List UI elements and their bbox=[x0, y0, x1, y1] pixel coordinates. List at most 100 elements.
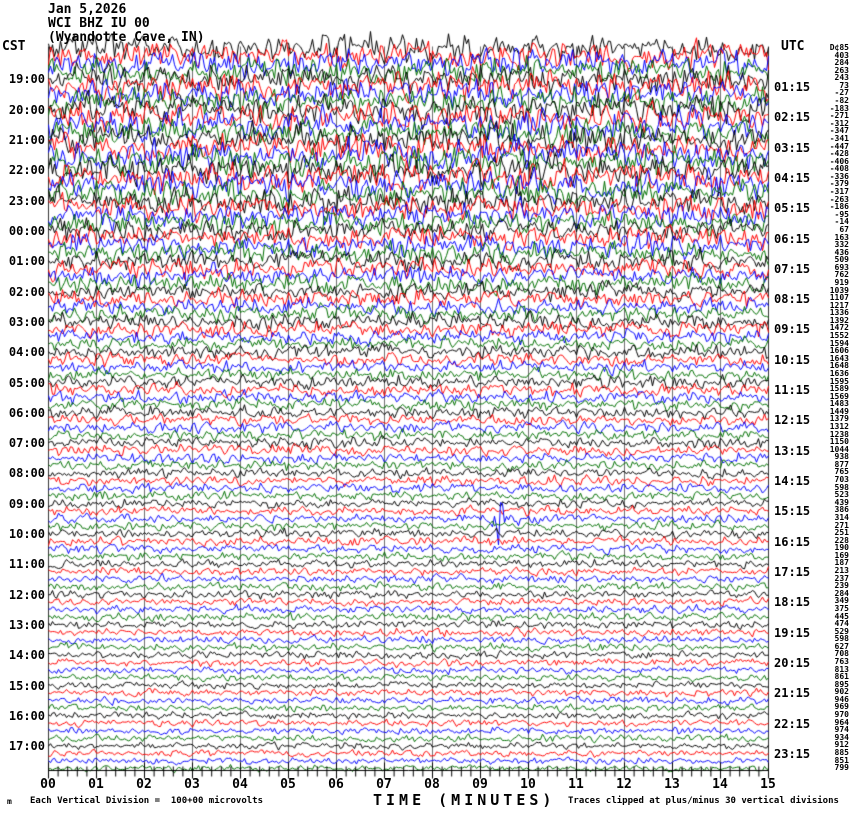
dc-offset-value: -95 bbox=[834, 209, 849, 219]
time-axis-label: TIME (MINUTES) bbox=[373, 791, 556, 809]
dc-offset-value: -27 bbox=[834, 88, 849, 98]
dc-offset-value: 314 bbox=[834, 512, 849, 522]
dc-offset-value: 799 bbox=[834, 763, 849, 773]
dc-offset-value: -312 bbox=[829, 118, 849, 128]
dc-offset-value: 1594 bbox=[829, 338, 849, 348]
dc-offset-value: 934 bbox=[834, 732, 849, 742]
dc-offset-value: 436 bbox=[834, 247, 849, 257]
dc-offset-value: -336 bbox=[829, 171, 849, 181]
x-tick-label: 08 bbox=[424, 777, 440, 792]
utc-time-label: 01:15 bbox=[774, 79, 811, 94]
dc-offset-value: 1217 bbox=[829, 300, 849, 310]
x-tick-label: 05 bbox=[280, 777, 296, 792]
left-time-label: 03:00 bbox=[8, 314, 45, 329]
left-time-label: 23:00 bbox=[8, 193, 45, 208]
dc-offset-value: -317 bbox=[829, 187, 849, 197]
left-time-label: 06:00 bbox=[8, 405, 45, 420]
utc-time-label: 10:15 bbox=[774, 352, 811, 367]
dc-offset-value: 271 bbox=[834, 520, 849, 530]
dc-offset-value: 375 bbox=[834, 603, 849, 613]
dc-offset-value: 885 bbox=[834, 747, 849, 757]
dc-offset-value: -347 bbox=[829, 126, 849, 136]
x-tick-label: 14 bbox=[712, 777, 728, 792]
dc-offset-value: 946 bbox=[834, 694, 849, 704]
clip-caption: Traces clipped at plus/minus 30 vertical… bbox=[568, 796, 839, 806]
dc-offset-value: 1636 bbox=[829, 368, 849, 378]
dc-offset-value: -82 bbox=[834, 96, 849, 106]
dc-offset-value: 445 bbox=[834, 611, 849, 621]
utc-time-label: 09:15 bbox=[774, 322, 811, 337]
utc-time-label: 21:15 bbox=[774, 686, 811, 701]
utc-time-label: 03:15 bbox=[774, 140, 811, 155]
dc-offset-value: 523 bbox=[834, 490, 849, 500]
dc-offset-value: 912 bbox=[834, 740, 849, 750]
dc-offset-value: 598 bbox=[834, 634, 849, 644]
x-tick-label: 03 bbox=[184, 777, 200, 792]
x-tick-label: 12 bbox=[616, 777, 632, 792]
dc-offset-value: -408 bbox=[829, 164, 849, 174]
dc-offset-value: -186 bbox=[829, 202, 849, 212]
dc-offset-value: 969 bbox=[834, 702, 849, 712]
utc-time-label: 15:15 bbox=[774, 504, 811, 519]
dc-offset-value: 439 bbox=[834, 497, 849, 507]
x-tick-label: 10 bbox=[520, 777, 536, 792]
dc-offset-value: 67 bbox=[839, 224, 849, 234]
dc-offset-value: 243 bbox=[834, 73, 849, 83]
dc-offset-value: -379 bbox=[829, 179, 849, 189]
utc-time-label: 04:15 bbox=[774, 170, 811, 185]
vertical-division-caption: Each Vertical Division = 100+00 microvol… bbox=[30, 796, 263, 806]
dc-offset-value: 1643 bbox=[829, 353, 849, 363]
left-time-label: 14:00 bbox=[8, 648, 45, 663]
dc-offset-value: 895 bbox=[834, 679, 849, 689]
dc-offset-value: 1392 bbox=[829, 315, 849, 325]
left-time-label: 11:00 bbox=[8, 557, 45, 572]
title-date: Jan 5,2026 bbox=[48, 2, 127, 17]
left-time-label: 08:00 bbox=[8, 466, 45, 481]
dc-offset-value: 1039 bbox=[829, 285, 849, 295]
dc-offset-value: 964 bbox=[834, 717, 849, 727]
dc-offset-value: -428 bbox=[829, 149, 849, 159]
dc-offset-value: 1552 bbox=[829, 331, 849, 341]
dc-offset-value: 1238 bbox=[829, 429, 849, 439]
title-station: WCI BHZ IU 00 bbox=[48, 16, 150, 31]
left-time-label: 17:00 bbox=[8, 739, 45, 754]
utc-time-label: 02:15 bbox=[774, 110, 811, 125]
dc-offset-value: -341 bbox=[829, 133, 849, 143]
dc-offset-value: 284 bbox=[834, 588, 849, 598]
x-tick-label: 06 bbox=[328, 777, 344, 792]
utc-time-label: 06:15 bbox=[774, 231, 811, 246]
dc-offset-value: 970 bbox=[834, 710, 849, 720]
left-time-label: 10:00 bbox=[8, 527, 45, 542]
utc-time-label: 22:15 bbox=[774, 716, 811, 731]
dc-offset-value: 813 bbox=[834, 664, 849, 674]
dc-offset-value: 163 bbox=[834, 232, 849, 242]
dc-offset-value: 851 bbox=[834, 755, 849, 765]
x-tick-label: 13 bbox=[664, 777, 680, 792]
dc-offset-value: 239 bbox=[834, 581, 849, 591]
left-time-label: 13:00 bbox=[8, 618, 45, 633]
dc-offset-value: -406 bbox=[829, 156, 849, 166]
dc-offset-value: 1606 bbox=[829, 346, 849, 356]
dc-offset-value: -263 bbox=[829, 194, 849, 204]
dc-offset-value: 386 bbox=[834, 505, 849, 515]
x-tick-label: 04 bbox=[232, 777, 248, 792]
dc-offset-value: D¢85 bbox=[829, 43, 849, 52]
dc-offset-value: 237 bbox=[834, 573, 849, 583]
utc-time-label: 14:15 bbox=[774, 474, 811, 489]
dc-offset-value: 902 bbox=[834, 687, 849, 697]
x-tick-label: 01 bbox=[88, 777, 104, 792]
x-tick-label: 07 bbox=[376, 777, 392, 792]
x-tick-label: 02 bbox=[136, 777, 152, 792]
dc-offset-value: 1595 bbox=[829, 376, 849, 386]
utc-time-label: 17:15 bbox=[774, 565, 811, 580]
utc-time-label: 18:15 bbox=[774, 595, 811, 610]
dc-offset-value: 349 bbox=[834, 596, 849, 606]
dc-offset-value: 708 bbox=[834, 649, 849, 659]
x-tick-label: 11 bbox=[568, 777, 584, 792]
dc-offset-value: 1569 bbox=[829, 391, 849, 401]
dc-offset-value: 213 bbox=[834, 566, 849, 576]
dc-offset-value: 332 bbox=[834, 240, 849, 250]
dc-offset-value: 877 bbox=[834, 459, 849, 469]
left-time-label: 09:00 bbox=[8, 496, 45, 511]
